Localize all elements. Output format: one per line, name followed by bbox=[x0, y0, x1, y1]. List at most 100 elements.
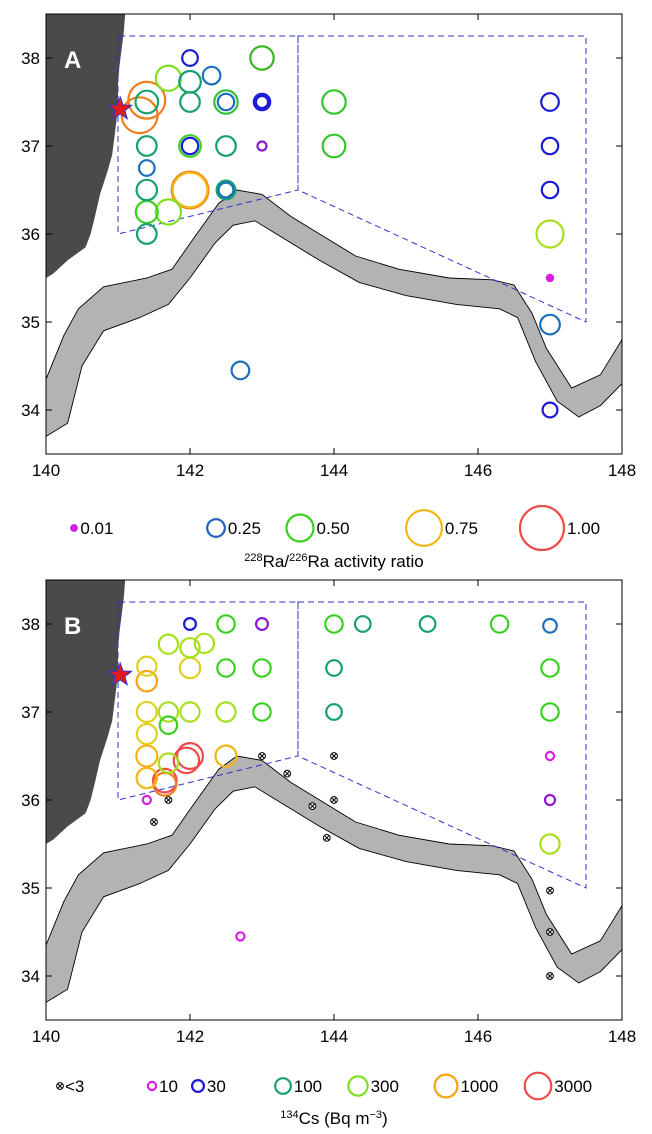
data-point bbox=[179, 701, 201, 723]
region-box-b-2 bbox=[297, 601, 587, 889]
data-point bbox=[178, 656, 202, 680]
y-tick-label: 35 bbox=[21, 879, 40, 898]
data-point bbox=[150, 818, 158, 826]
x-tick-label: 142 bbox=[176, 461, 204, 480]
data-point bbox=[542, 617, 558, 634]
legend-label: 0.25 bbox=[228, 519, 261, 538]
data-point bbox=[135, 700, 158, 724]
data-point bbox=[135, 766, 159, 790]
y-tick-label: 34 bbox=[21, 401, 40, 420]
land-a bbox=[46, 14, 126, 278]
panel-label-a: A bbox=[64, 47, 81, 74]
data-point bbox=[180, 136, 200, 156]
data-point bbox=[418, 615, 437, 633]
colorbar-title-b-part-4: ) bbox=[382, 1109, 388, 1128]
x-tick-label: 146 bbox=[464, 461, 492, 480]
data-point bbox=[254, 94, 270, 110]
data-point bbox=[325, 703, 343, 721]
data-point bbox=[181, 49, 199, 67]
legend-label: 1.00 bbox=[567, 519, 600, 538]
map-layer-b bbox=[46, 580, 622, 1003]
data-point bbox=[215, 179, 237, 201]
legend-label: 0.01 bbox=[80, 519, 113, 538]
axes-a: 140 142 144 146 148 34 35 36 37 38 bbox=[21, 14, 636, 480]
legend-label: 300 bbox=[371, 1077, 399, 1096]
location-star-a bbox=[107, 95, 133, 120]
location-star-b bbox=[107, 661, 133, 686]
data-point bbox=[543, 793, 557, 807]
data-point bbox=[136, 655, 158, 677]
data-point bbox=[157, 633, 180, 655]
data-point bbox=[172, 746, 201, 775]
markers-a bbox=[107, 45, 565, 419]
legend-item: 0.01 bbox=[70, 519, 113, 538]
data-point bbox=[489, 614, 510, 634]
data-point bbox=[158, 715, 179, 735]
x-tick-label: 142 bbox=[176, 1027, 204, 1046]
panel-b: 140 142 144 146 148 34 35 36 37 38 B <3 10 30 100 300… bbox=[21, 579, 636, 1128]
data-point bbox=[179, 91, 201, 113]
data-point bbox=[137, 159, 156, 177]
data-point bbox=[215, 701, 237, 723]
x-tick-label: 148 bbox=[608, 461, 636, 480]
data-point bbox=[252, 658, 272, 678]
legend-marker bbox=[70, 524, 78, 532]
legend-label: 0.75 bbox=[445, 519, 478, 538]
legend-marker bbox=[433, 1073, 459, 1099]
legend-label: 1000 bbox=[460, 1077, 498, 1096]
data-point bbox=[171, 171, 209, 209]
data-point bbox=[283, 769, 292, 778]
data-point bbox=[214, 744, 238, 768]
colorbar-title-b-part-1: 134 bbox=[280, 1109, 298, 1121]
map-layer-a bbox=[46, 14, 622, 437]
data-point bbox=[353, 615, 372, 633]
legend-a: 0.01 0.25 0.50 0.75 1.00 bbox=[70, 504, 600, 552]
legend-item: 100 bbox=[274, 1077, 322, 1096]
land-b bbox=[46, 580, 126, 844]
panel-label-b: B bbox=[64, 613, 81, 640]
colorbar-title-b-part-3: −3 bbox=[369, 1109, 382, 1121]
legend-marker bbox=[274, 1077, 292, 1095]
legend-item: 3000 bbox=[523, 1071, 592, 1101]
legend-label: 30 bbox=[207, 1077, 226, 1096]
x-tick-label: 144 bbox=[320, 461, 348, 480]
data-point bbox=[540, 702, 560, 722]
legend-label: 10 bbox=[159, 1077, 178, 1096]
data-point bbox=[321, 89, 347, 115]
data-point bbox=[321, 133, 347, 159]
x-tick-label: 146 bbox=[464, 1027, 492, 1046]
data-point bbox=[157, 752, 180, 774]
data-point bbox=[249, 45, 275, 71]
data-point bbox=[540, 136, 560, 156]
data-point bbox=[544, 750, 556, 762]
data-point bbox=[252, 702, 272, 722]
data-point bbox=[201, 65, 222, 86]
data-point bbox=[134, 89, 160, 115]
y-tick-label: 35 bbox=[21, 313, 40, 332]
legend-label: <3 bbox=[65, 1077, 84, 1096]
data-point bbox=[135, 744, 159, 768]
legend-label: 3000 bbox=[554, 1077, 592, 1096]
data-point bbox=[256, 140, 268, 152]
legend-item: 0.75 bbox=[405, 509, 478, 548]
data-point bbox=[324, 614, 344, 634]
colorbar-title-a-part-4: Ra activity ratio bbox=[307, 552, 423, 571]
colorbar-title-a-part-2: Ra/ bbox=[263, 552, 290, 571]
panel-a: 140 142 144 146 148 34 35 36 37 38 A 0.01 0.25 0.50… bbox=[21, 13, 636, 571]
data-point bbox=[540, 92, 560, 112]
legend-item: 10 bbox=[146, 1077, 178, 1096]
legend-marker bbox=[191, 1078, 206, 1093]
legend-marker bbox=[206, 518, 226, 538]
axes-b: 140 142 144 146 148 34 35 36 37 38 bbox=[21, 580, 636, 1046]
data-point bbox=[330, 796, 338, 804]
data-point bbox=[179, 637, 201, 659]
y-tick-label: 36 bbox=[21, 225, 40, 244]
legend-item: 1.00 bbox=[518, 504, 600, 552]
region-box-a-2 bbox=[297, 35, 587, 323]
data-point bbox=[217, 181, 235, 199]
data-point bbox=[135, 669, 159, 693]
data-point bbox=[230, 360, 251, 381]
data-point bbox=[308, 802, 317, 811]
data-point bbox=[539, 313, 561, 336]
